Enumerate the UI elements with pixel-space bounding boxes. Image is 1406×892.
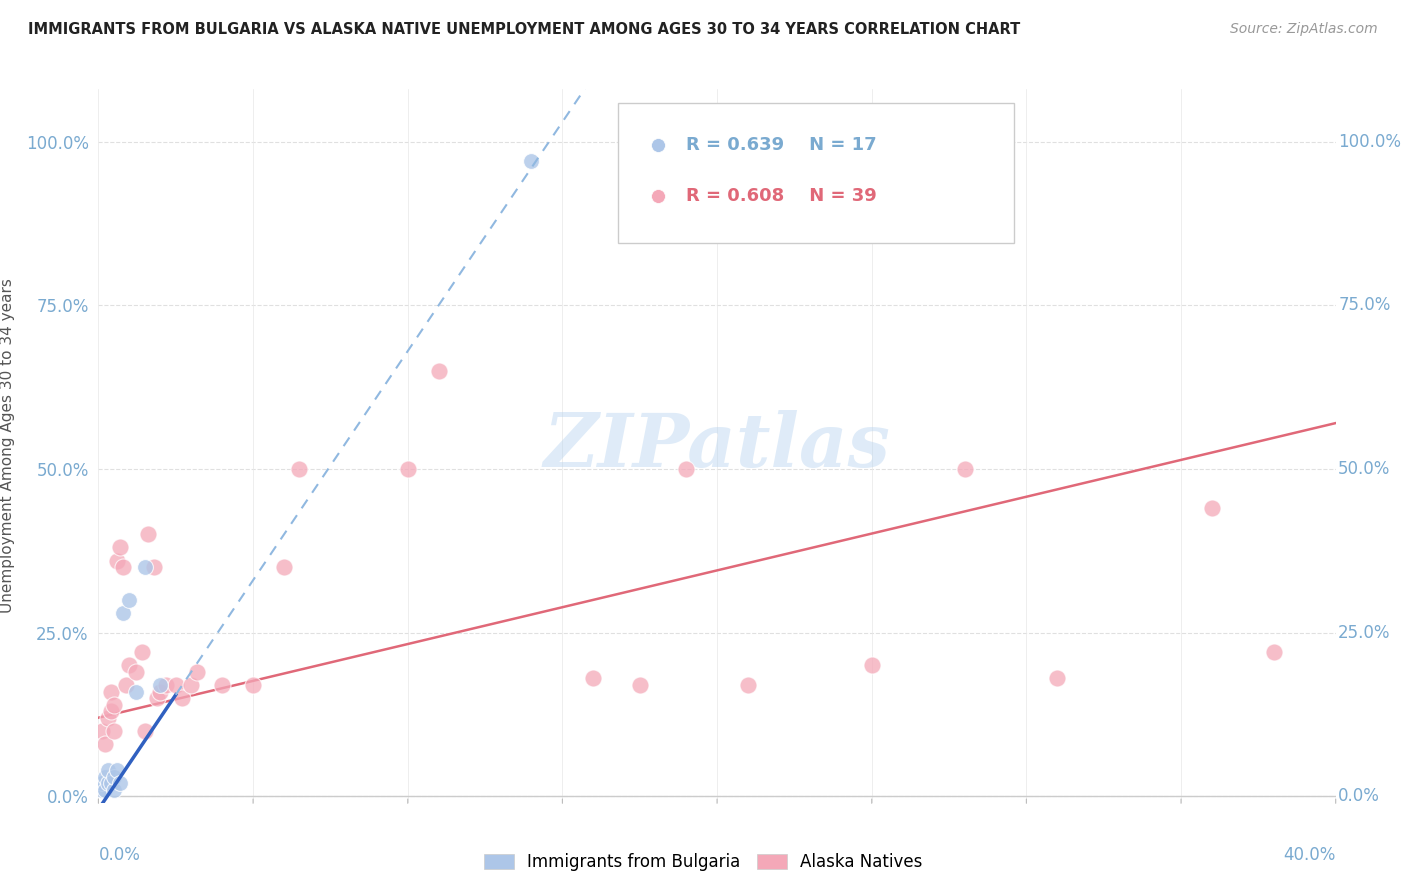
Point: [103, 782, 125, 797]
Point: [520, 154, 543, 169]
Text: 75.0%: 75.0%: [1339, 296, 1391, 314]
Point: [1046, 672, 1069, 686]
Point: [118, 592, 141, 607]
Point: [143, 560, 166, 574]
Point: [288, 462, 311, 476]
Text: Source: ZipAtlas.com: Source: ZipAtlas.com: [1230, 22, 1378, 37]
Point: [103, 698, 125, 712]
Point: [97, 776, 120, 790]
Point: [100, 684, 122, 698]
Point: [105, 553, 128, 567]
Point: [242, 678, 264, 692]
Point: [103, 723, 125, 738]
Point: [124, 684, 146, 698]
Point: [124, 665, 146, 679]
Y-axis label: Unemployment Among Ages 30 to 34 years: Unemployment Among Ages 30 to 34 years: [0, 278, 14, 614]
Point: [100, 776, 122, 790]
Point: [211, 678, 233, 692]
Point: [1263, 645, 1285, 659]
Point: [115, 678, 138, 692]
Point: [118, 658, 141, 673]
Point: [93, 770, 115, 784]
Point: [628, 678, 651, 692]
Point: [396, 462, 419, 476]
Point: [108, 776, 131, 790]
Point: [953, 462, 976, 476]
Text: 0.0%: 0.0%: [98, 846, 141, 863]
Point: [165, 678, 187, 692]
Text: 40.0%: 40.0%: [1284, 846, 1336, 863]
Point: [100, 704, 122, 718]
Point: [737, 678, 759, 692]
Point: [131, 645, 153, 659]
Point: [186, 665, 208, 679]
Text: 100.0%: 100.0%: [1339, 133, 1402, 151]
Legend: Immigrants from Bulgaria, Alaska Natives: Immigrants from Bulgaria, Alaska Natives: [475, 845, 931, 880]
Point: [90, 782, 112, 797]
Point: [170, 691, 193, 706]
Point: [90, 723, 112, 738]
Point: [112, 560, 135, 574]
Point: [93, 782, 115, 797]
Text: 0.0%: 0.0%: [1339, 788, 1381, 805]
Point: [103, 770, 125, 784]
Point: [582, 672, 605, 686]
Text: 25.0%: 25.0%: [1339, 624, 1391, 641]
Text: 50.0%: 50.0%: [1339, 460, 1391, 478]
Point: [180, 678, 202, 692]
Point: [90, 776, 112, 790]
Point: [149, 678, 172, 692]
Point: [136, 527, 159, 541]
Point: [134, 560, 156, 574]
Point: [675, 462, 697, 476]
Point: [427, 364, 450, 378]
Point: [149, 684, 172, 698]
Text: R = 0.608    N = 39: R = 0.608 N = 39: [686, 187, 877, 205]
Point: [1201, 501, 1223, 516]
Point: [273, 560, 295, 574]
Text: R = 0.639    N = 17: R = 0.639 N = 17: [686, 136, 877, 153]
Text: IMMIGRANTS FROM BULGARIA VS ALASKA NATIVE UNEMPLOYMENT AMONG AGES 30 TO 34 YEARS: IMMIGRANTS FROM BULGARIA VS ALASKA NATIV…: [28, 22, 1021, 37]
FancyBboxPatch shape: [619, 103, 1014, 243]
Point: [97, 763, 120, 777]
Point: [146, 691, 169, 706]
Point: [97, 711, 120, 725]
Point: [93, 737, 115, 751]
Point: [134, 723, 156, 738]
Point: [155, 678, 177, 692]
Point: [860, 658, 883, 673]
Point: [112, 606, 135, 620]
Point: [105, 763, 128, 777]
Text: ZIPatlas: ZIPatlas: [544, 409, 890, 483]
Point: [108, 541, 131, 555]
